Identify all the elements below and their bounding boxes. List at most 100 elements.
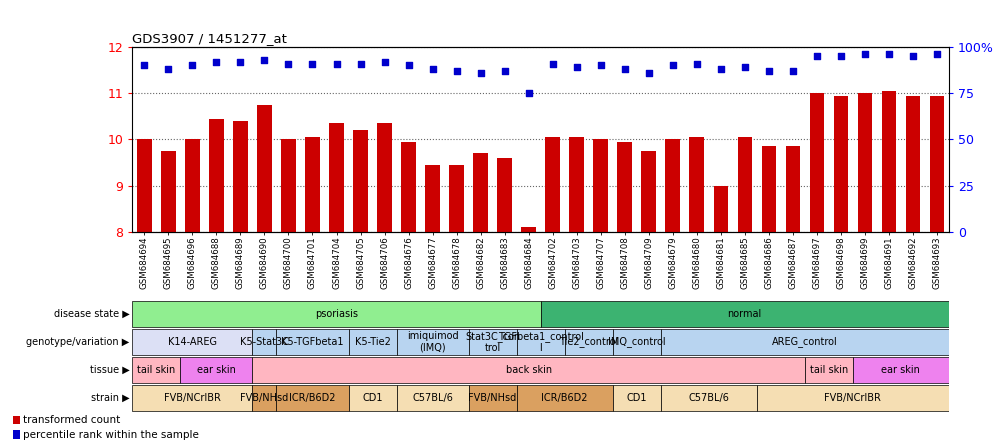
Text: AREG_control: AREG_control: [772, 337, 837, 348]
Bar: [348, 329, 396, 356]
Text: FVB/NCrIBR: FVB/NCrIBR: [824, 393, 881, 403]
Text: FVB/NCrIBR: FVB/NCrIBR: [164, 393, 220, 403]
Point: [592, 62, 608, 69]
Text: tissue ▶: tissue ▶: [89, 365, 129, 375]
Text: Tie2_control: Tie2_control: [558, 337, 617, 348]
Bar: [161, 151, 175, 232]
Text: genotype/variation ▶: genotype/variation ▶: [26, 337, 129, 347]
Bar: [660, 329, 948, 356]
Bar: [516, 385, 612, 412]
Bar: [660, 385, 756, 412]
Bar: [761, 147, 776, 232]
Bar: [396, 329, 468, 356]
Bar: [521, 227, 535, 232]
Point: [880, 51, 896, 58]
Bar: [396, 385, 468, 412]
Point: [856, 51, 872, 58]
Bar: [425, 165, 439, 232]
Point: [424, 66, 440, 73]
Point: [928, 51, 944, 58]
Bar: [185, 139, 199, 232]
Bar: [132, 329, 253, 356]
Text: GDS3907 / 1451277_at: GDS3907 / 1451277_at: [132, 32, 287, 45]
Point: [136, 62, 152, 69]
Text: FVB/NHsd: FVB/NHsd: [240, 393, 289, 403]
Point: [664, 62, 680, 69]
Point: [784, 67, 800, 75]
Text: imiquimod
(IMQ): imiquimod (IMQ): [407, 331, 458, 353]
Bar: [132, 357, 180, 384]
Point: [688, 60, 704, 67]
Bar: [809, 93, 824, 232]
Point: [448, 67, 464, 75]
Bar: [281, 139, 296, 232]
Text: ICR/B6D2: ICR/B6D2: [541, 393, 587, 403]
Text: disease state ▶: disease state ▶: [53, 309, 129, 319]
Bar: [516, 329, 564, 356]
Point: [376, 58, 392, 65]
Bar: [348, 385, 396, 412]
Point: [832, 53, 848, 60]
Bar: [929, 95, 943, 232]
Text: tail skin: tail skin: [137, 365, 175, 375]
Point: [160, 66, 176, 73]
Bar: [253, 357, 804, 384]
Bar: [137, 139, 151, 232]
Point: [735, 64, 752, 71]
Bar: [253, 385, 277, 412]
Point: [616, 66, 632, 73]
Bar: [617, 142, 631, 232]
Bar: [593, 139, 607, 232]
Bar: [305, 137, 320, 232]
Point: [760, 67, 776, 75]
Text: C57BL/6: C57BL/6: [687, 393, 728, 403]
Bar: [353, 130, 368, 232]
Point: [184, 62, 200, 69]
Bar: [132, 301, 540, 327]
Text: strain ▶: strain ▶: [90, 393, 129, 403]
Text: back skin: back skin: [505, 365, 551, 375]
Bar: [612, 385, 660, 412]
Bar: [13, 431, 20, 439]
Bar: [905, 95, 919, 232]
Bar: [209, 119, 223, 232]
Text: K5-Tie2: K5-Tie2: [355, 337, 390, 347]
Text: TGFbeta1_control
l: TGFbeta1_control l: [497, 331, 583, 353]
Text: tail skin: tail skin: [809, 365, 847, 375]
Point: [232, 58, 248, 65]
Text: transformed count: transformed count: [23, 415, 120, 425]
Bar: [468, 385, 516, 412]
Bar: [497, 158, 511, 232]
Point: [472, 69, 488, 76]
Bar: [540, 301, 948, 327]
Text: K5-TGFbeta1: K5-TGFbeta1: [281, 337, 344, 347]
Point: [352, 60, 368, 67]
Bar: [881, 91, 895, 232]
Bar: [664, 139, 679, 232]
Point: [400, 62, 416, 69]
Bar: [401, 142, 416, 232]
Text: IMQ_control: IMQ_control: [607, 337, 664, 348]
Bar: [277, 329, 348, 356]
Bar: [804, 357, 852, 384]
Bar: [180, 357, 253, 384]
Bar: [468, 329, 516, 356]
Text: ear skin: ear skin: [881, 365, 919, 375]
Text: CD1: CD1: [362, 393, 383, 403]
Bar: [712, 186, 727, 232]
Bar: [13, 416, 20, 424]
Bar: [564, 329, 612, 356]
Text: K14-AREG: K14-AREG: [167, 337, 216, 347]
Bar: [641, 151, 655, 232]
Bar: [852, 357, 948, 384]
Text: Stat3C_con
trol: Stat3C_con trol: [465, 331, 520, 353]
Bar: [449, 165, 463, 232]
Bar: [233, 121, 247, 232]
Text: normal: normal: [726, 309, 762, 319]
Point: [496, 67, 512, 75]
Text: ear skin: ear skin: [196, 365, 235, 375]
Point: [712, 66, 728, 73]
Text: percentile rank within the sample: percentile rank within the sample: [23, 430, 199, 440]
Bar: [329, 123, 344, 232]
Bar: [785, 147, 800, 232]
